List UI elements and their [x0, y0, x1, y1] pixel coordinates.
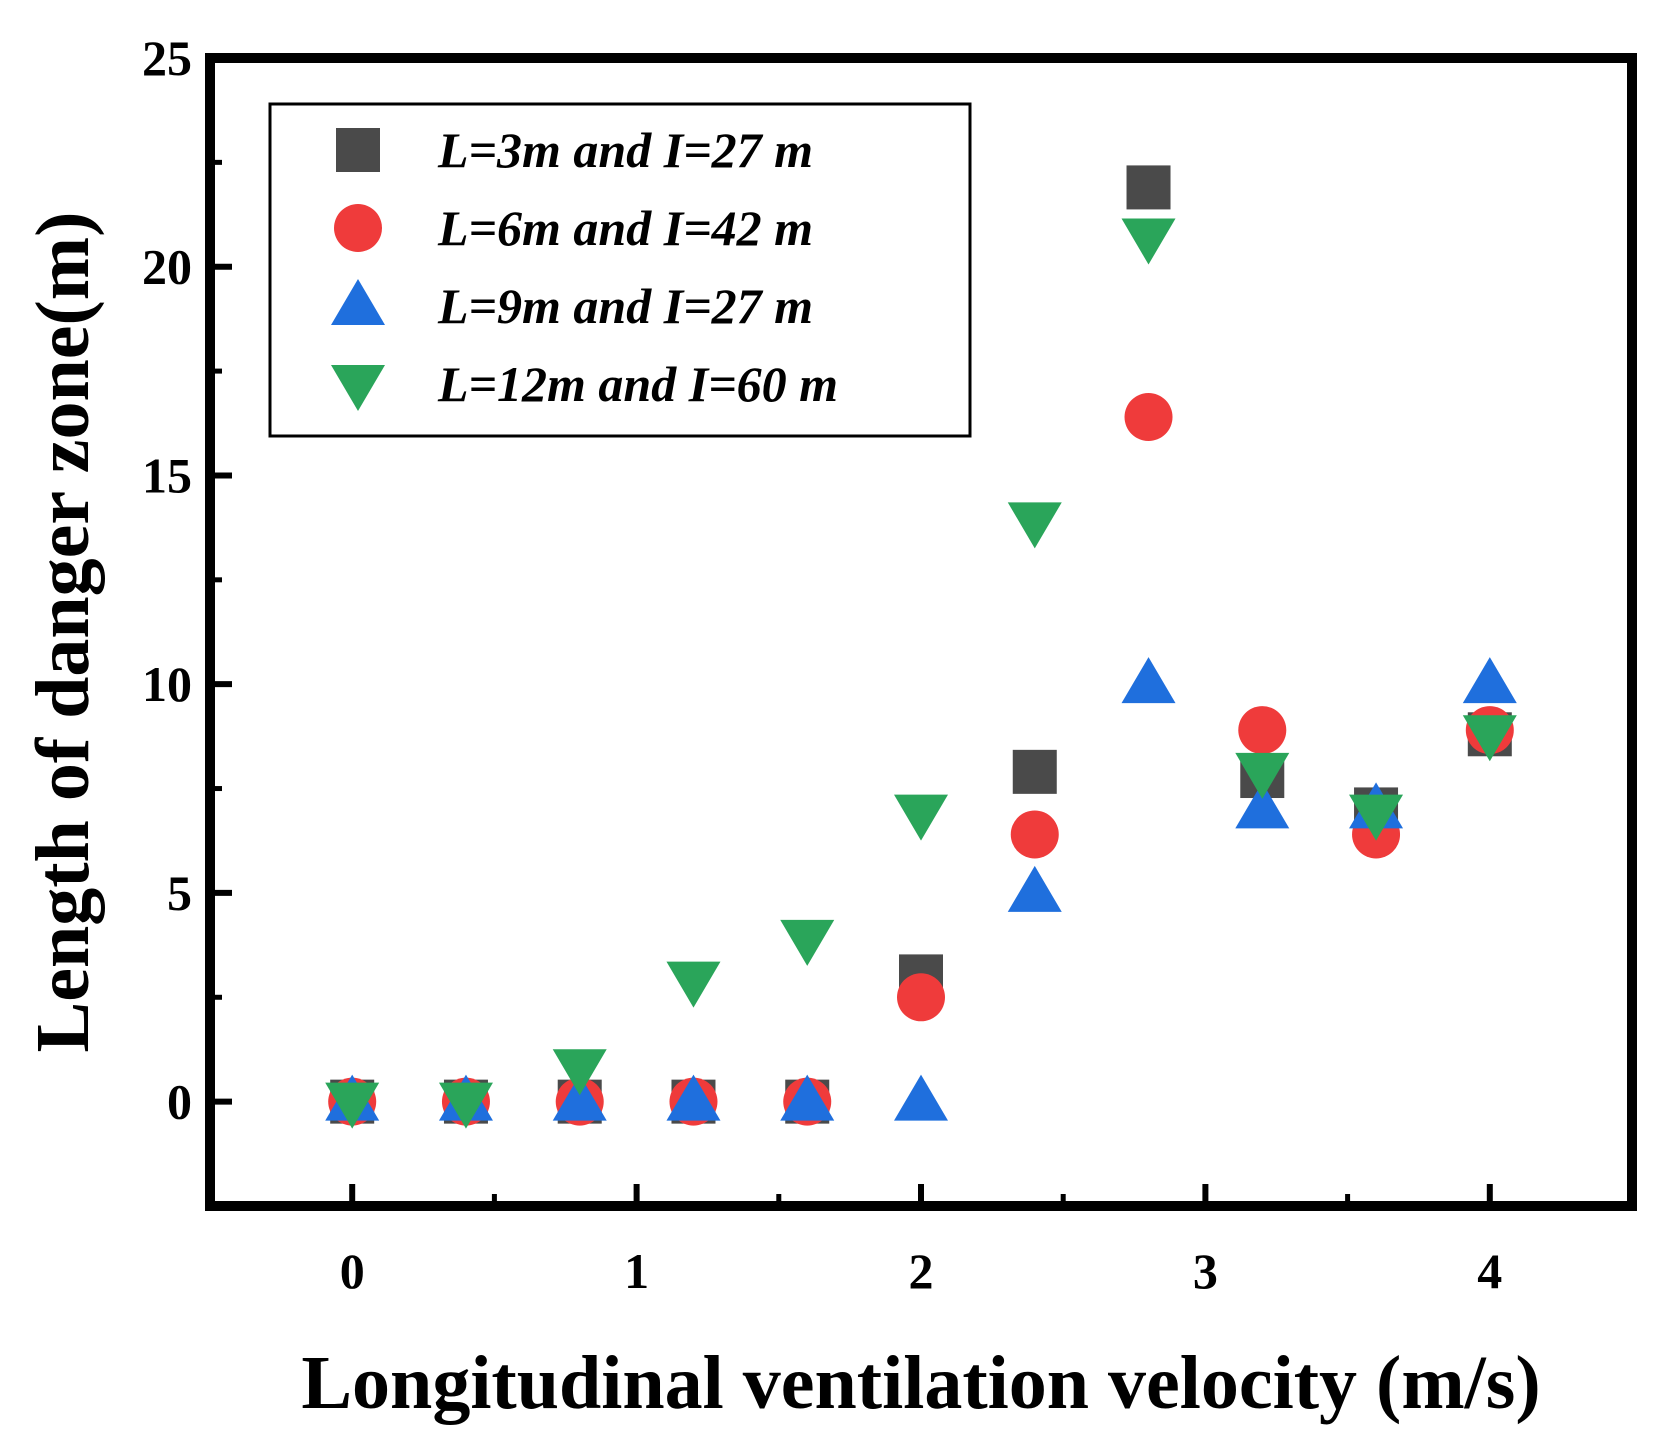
x-tick-label: 1 — [624, 1243, 649, 1299]
data-point — [1235, 752, 1290, 799]
data-points — [325, 165, 1517, 1129]
legend-label: L=9m and I=27 m — [437, 278, 813, 334]
y-tick-label: 15 — [142, 447, 192, 503]
data-point — [1349, 794, 1404, 841]
data-point — [1462, 657, 1517, 704]
y-tick-label: 10 — [142, 656, 192, 712]
y-tick-label: 20 — [142, 239, 192, 295]
x-tick-label: 3 — [1193, 1243, 1218, 1299]
data-point — [325, 1082, 380, 1129]
y-axis-title: Length of danger zone(m) — [21, 212, 105, 1053]
data-point — [438, 1082, 493, 1129]
x-tick-label: 4 — [1477, 1243, 1502, 1299]
legend: L=3m and I=27 m L=6m and I=42 m L=9m and I… — [268, 102, 972, 438]
data-point — [1235, 782, 1290, 829]
legend-item: L=3m and I=27 m — [336, 122, 813, 178]
data-point — [780, 919, 835, 966]
legend-marker — [336, 128, 380, 172]
data-point — [552, 1049, 607, 1096]
legend-label: L=12m and I=60 m — [437, 356, 838, 412]
data-point — [1126, 165, 1171, 210]
series-4 — [325, 218, 1517, 1129]
data-point — [780, 1074, 835, 1121]
data-point — [666, 1074, 721, 1121]
data-point — [1012, 749, 1057, 794]
x-axis-title: Longitudinal ventilation velocity (m/s) — [301, 1341, 1540, 1425]
data-point — [1462, 715, 1517, 762]
legend-label: L=3m and I=27 m — [437, 122, 813, 178]
plot-frame — [205, 53, 1637, 1211]
data-point — [552, 1074, 607, 1121]
data-point — [1010, 810, 1059, 859]
data-point — [894, 1074, 948, 1121]
series-2 — [328, 393, 1514, 1126]
data-point — [1124, 393, 1173, 442]
x-tick-label: 2 — [909, 1243, 934, 1299]
data-point — [1121, 218, 1176, 265]
data-point — [1007, 502, 1062, 549]
y-tick-label: 0 — [167, 1074, 192, 1130]
data-point — [897, 973, 945, 1022]
x-tick-label: 0 — [340, 1243, 365, 1299]
data-point — [666, 961, 721, 1008]
y-tick-label: 25 — [142, 30, 192, 86]
legend-box — [268, 102, 972, 438]
series-3 — [325, 657, 1517, 1121]
legend-marker — [331, 365, 385, 411]
legend-label: L=6m and I=42 m — [437, 200, 813, 256]
legend-marker — [334, 204, 382, 252]
data-point — [894, 794, 948, 841]
legend-marker — [331, 279, 385, 325]
data-point — [1121, 657, 1176, 704]
data-point — [1238, 706, 1287, 755]
legend-item: L=9m and I=27 m — [331, 278, 813, 334]
axis-ticks: 0 1 2 3 4 0 5 10 15 20 25 — [142, 30, 1502, 1299]
y-tick-label: 5 — [167, 865, 192, 921]
data-point — [1007, 865, 1062, 912]
legend-item: L=6m and I=42 m — [334, 200, 813, 256]
legend-item: L=12m and I=60 m — [331, 356, 838, 412]
